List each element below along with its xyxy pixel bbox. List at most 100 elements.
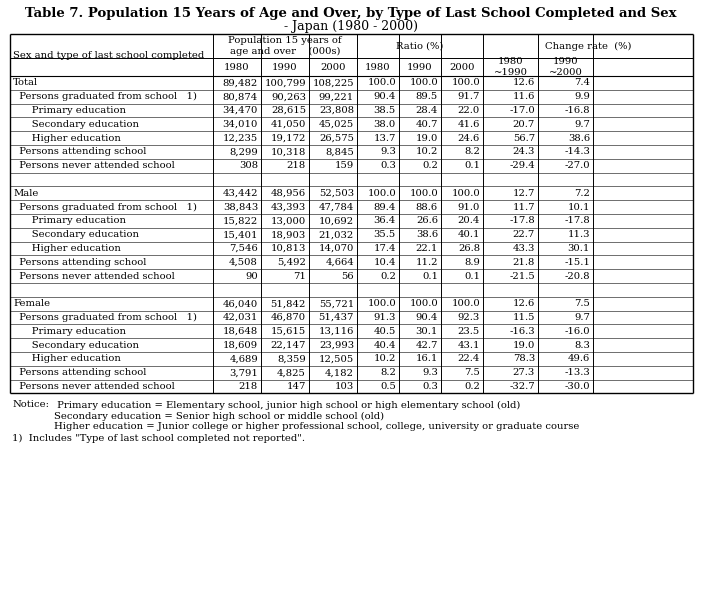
Text: 12.7: 12.7 <box>512 189 535 198</box>
Text: 7.2: 7.2 <box>574 189 590 198</box>
Text: 9.3: 9.3 <box>422 368 438 377</box>
Text: 7.4: 7.4 <box>574 79 590 88</box>
Text: 43.3: 43.3 <box>512 244 535 253</box>
Text: 47,784: 47,784 <box>318 203 354 212</box>
Text: 90: 90 <box>245 272 258 281</box>
Text: 34,470: 34,470 <box>223 106 258 115</box>
Text: 22.1: 22.1 <box>415 244 438 253</box>
Text: 23,808: 23,808 <box>319 106 354 115</box>
Text: Primary education: Primary education <box>13 327 126 336</box>
Text: Notice:: Notice: <box>12 401 49 409</box>
Text: -29.4: -29.4 <box>509 161 535 170</box>
Text: -17.0: -17.0 <box>509 106 535 115</box>
Text: 308: 308 <box>239 161 258 170</box>
Text: 2000: 2000 <box>449 63 475 72</box>
Text: 26,575: 26,575 <box>319 134 354 142</box>
Text: 43,393: 43,393 <box>271 203 306 212</box>
Text: Persons never attended school: Persons never attended school <box>13 382 175 391</box>
Text: 18,648: 18,648 <box>223 327 258 336</box>
Text: 3,791: 3,791 <box>229 368 258 377</box>
Text: - Japan (1980 - 2000): - Japan (1980 - 2000) <box>284 20 418 33</box>
Text: Persons attending school: Persons attending school <box>13 368 146 377</box>
Text: 15,401: 15,401 <box>223 230 258 239</box>
Text: 100.0: 100.0 <box>367 189 396 198</box>
Text: 19.0: 19.0 <box>415 134 438 142</box>
Text: -32.7: -32.7 <box>510 382 535 391</box>
Text: 22,147: 22,147 <box>271 340 306 350</box>
Text: 159: 159 <box>335 161 354 170</box>
Text: 1)  Includes "Type of last school completed not reported".: 1) Includes "Type of last school complet… <box>12 433 305 442</box>
Text: 22.4: 22.4 <box>458 355 480 364</box>
Text: 38.0: 38.0 <box>374 120 396 129</box>
Text: 38.5: 38.5 <box>374 106 396 115</box>
Text: -16.3: -16.3 <box>510 327 535 336</box>
Text: 46,870: 46,870 <box>271 313 306 322</box>
Text: 7.5: 7.5 <box>574 299 590 308</box>
Text: -14.3: -14.3 <box>564 147 590 156</box>
Text: 1980: 1980 <box>224 63 250 72</box>
Text: Male: Male <box>13 189 39 198</box>
Text: Secondary education: Secondary education <box>13 230 139 239</box>
Text: -16.0: -16.0 <box>565 327 590 336</box>
Text: 40.5: 40.5 <box>373 327 396 336</box>
Text: Primary education: Primary education <box>13 106 126 115</box>
Text: Persons graduated from school   1): Persons graduated from school 1) <box>13 313 197 322</box>
Text: 23,993: 23,993 <box>319 340 354 350</box>
Text: 13,116: 13,116 <box>318 327 354 336</box>
Text: 16.1: 16.1 <box>415 355 438 364</box>
Text: 90.4: 90.4 <box>373 92 396 101</box>
Text: Persons never attended school: Persons never attended school <box>13 272 175 281</box>
Text: Table 7. Population 15 Years of Age and Over, by Type of Last School Completed a: Table 7. Population 15 Years of Age and … <box>25 7 677 20</box>
Text: 8,845: 8,845 <box>325 147 354 156</box>
Text: -13.3: -13.3 <box>565 368 590 377</box>
Text: 42.7: 42.7 <box>415 340 438 350</box>
Text: 56.7: 56.7 <box>513 134 535 142</box>
Text: -20.8: -20.8 <box>565 272 590 281</box>
Text: 7,546: 7,546 <box>229 244 258 253</box>
Text: 7.5: 7.5 <box>464 368 480 377</box>
Text: 46,040: 46,040 <box>223 299 258 308</box>
Text: 4,182: 4,182 <box>325 368 354 377</box>
Text: 0.2: 0.2 <box>380 272 396 281</box>
Text: 89.5: 89.5 <box>415 92 438 101</box>
Text: 26.6: 26.6 <box>416 216 438 225</box>
Text: 13.7: 13.7 <box>373 134 396 142</box>
Text: -27.0: -27.0 <box>565 161 590 170</box>
Text: 0.1: 0.1 <box>464 161 480 170</box>
Text: 30.1: 30.1 <box>415 327 438 336</box>
Text: -21.5: -21.5 <box>509 272 535 281</box>
Text: Persons attending school: Persons attending school <box>13 258 146 267</box>
Text: 18,609: 18,609 <box>223 340 258 350</box>
Text: 52,503: 52,503 <box>319 189 354 198</box>
Text: 19,172: 19,172 <box>271 134 306 142</box>
Text: 8,359: 8,359 <box>277 355 306 364</box>
Text: Change rate  (%): Change rate (%) <box>545 42 631 51</box>
Text: 11.7: 11.7 <box>512 203 535 212</box>
Text: 218: 218 <box>287 161 306 170</box>
Text: 12,235: 12,235 <box>223 134 258 142</box>
Text: 11.6: 11.6 <box>512 92 535 101</box>
Text: 89,482: 89,482 <box>223 79 258 88</box>
Text: -15.1: -15.1 <box>564 258 590 267</box>
Text: 15,822: 15,822 <box>223 216 258 225</box>
Text: Persons graduated from school   1): Persons graduated from school 1) <box>13 203 197 212</box>
Text: 40.7: 40.7 <box>415 120 438 129</box>
Text: 41,050: 41,050 <box>271 120 306 129</box>
Text: 38.6: 38.6 <box>416 230 438 239</box>
Text: 100.0: 100.0 <box>409 299 438 308</box>
Text: 27.3: 27.3 <box>512 368 535 377</box>
Text: 20.7: 20.7 <box>512 120 535 129</box>
Text: 9.7: 9.7 <box>574 120 590 129</box>
Text: 0.3: 0.3 <box>422 382 438 391</box>
Text: 2000: 2000 <box>321 63 346 72</box>
Text: 8.3: 8.3 <box>574 340 590 350</box>
Text: 1980
~1990: 1980 ~1990 <box>494 57 527 77</box>
Text: 1990
~2000: 1990 ~2000 <box>548 57 583 77</box>
Text: Ratio (%): Ratio (%) <box>396 42 444 51</box>
Text: 8.2: 8.2 <box>380 368 396 377</box>
Text: Population 15 years of
age and over    (000s): Population 15 years of age and over (000… <box>228 36 342 56</box>
Text: 8.9: 8.9 <box>464 258 480 267</box>
Text: 51,842: 51,842 <box>271 299 306 308</box>
Text: 0.3: 0.3 <box>380 161 396 170</box>
Text: 91.7: 91.7 <box>458 92 480 101</box>
